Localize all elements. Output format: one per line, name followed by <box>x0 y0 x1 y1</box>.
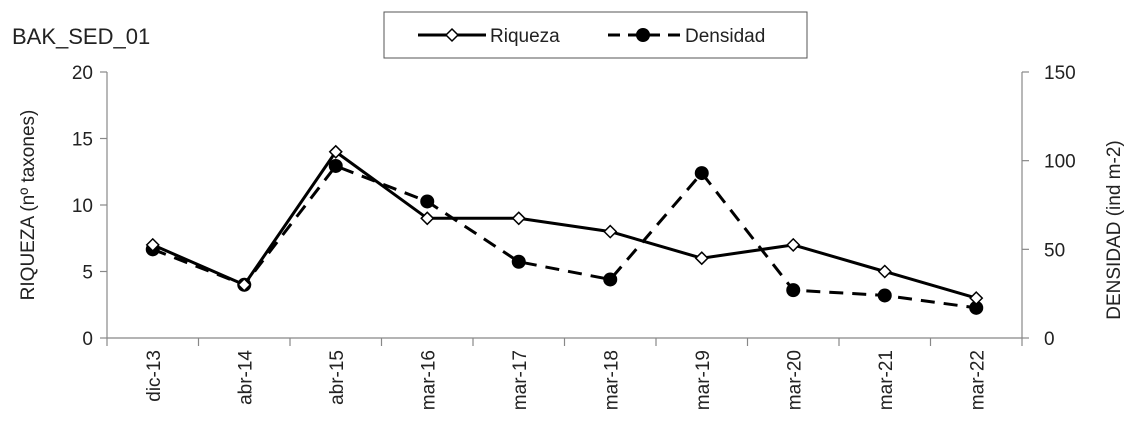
riqueza-point <box>786 237 801 252</box>
right-axis-title: DENSIDAD (ind m-2) <box>1104 140 1125 319</box>
riqueza-point <box>877 264 892 279</box>
left-tick-label: 15 <box>72 130 93 151</box>
x-axis-ticks: dic-13 abr-14 abr-15 mar-16 mar-17 mar-18 mar-… <box>106 338 1023 410</box>
densidad-point <box>328 158 343 173</box>
riqueza-point <box>237 277 252 292</box>
series-densidad <box>145 158 984 315</box>
densidad-point <box>511 254 526 269</box>
riqueza-point <box>145 237 160 252</box>
x-tick-label: dic-13 <box>144 350 165 402</box>
left-tick-label: 0 <box>82 329 93 350</box>
legend-riqueza-marker <box>444 27 460 43</box>
x-tick-label: mar-21 <box>876 350 897 410</box>
densidad-line <box>152 164 977 310</box>
densidad-point <box>877 288 892 303</box>
left-tick-label: 20 <box>72 63 93 84</box>
left-axis-ticks: 0 5 10 15 20 <box>72 63 107 350</box>
x-tick-label: mar-19 <box>693 350 714 410</box>
densidad-point <box>969 300 984 315</box>
densidad-point <box>420 194 435 209</box>
left-axis-title: RIQUEZA (nº taxones) <box>18 110 39 301</box>
x-tick-label: mar-17 <box>510 350 531 410</box>
x-tick-label: mar-20 <box>784 350 805 410</box>
densidad-point <box>603 272 618 287</box>
x-tick-label: mar-18 <box>601 350 622 410</box>
riqueza-point <box>420 211 435 226</box>
right-tick-label: 0 <box>1044 329 1055 350</box>
legend-riqueza-label: Riqueza <box>490 26 560 47</box>
right-tick-label: 150 <box>1044 63 1076 84</box>
x-tick-label: abr-15 <box>327 350 348 405</box>
right-axis-ticks: 0 50 100 150 <box>1022 63 1076 350</box>
riqueza-point <box>694 251 709 266</box>
left-tick-label: 5 <box>82 263 93 284</box>
right-tick-label: 100 <box>1044 152 1076 173</box>
legend: Riqueza Densidad <box>383 11 808 59</box>
legend-densidad-marker <box>636 28 650 42</box>
densidad-point <box>786 283 801 298</box>
riqueza-point <box>511 211 526 226</box>
riqueza-point <box>328 144 343 159</box>
x-tick-label: mar-22 <box>967 350 988 410</box>
series-riqueza <box>145 144 984 306</box>
x-tick-label: mar-16 <box>418 350 439 410</box>
x-tick-label: abr-14 <box>235 350 256 405</box>
riqueza-point <box>969 291 984 306</box>
riqueza-line <box>152 149 977 300</box>
right-tick-label: 50 <box>1044 240 1065 261</box>
densidad-point <box>694 166 709 181</box>
chart-title: BAK_SED_01 <box>12 24 150 49</box>
riqueza-point <box>603 224 618 239</box>
left-tick-label: 10 <box>72 196 93 217</box>
legend-densidad-label: Densidad <box>685 26 765 47</box>
